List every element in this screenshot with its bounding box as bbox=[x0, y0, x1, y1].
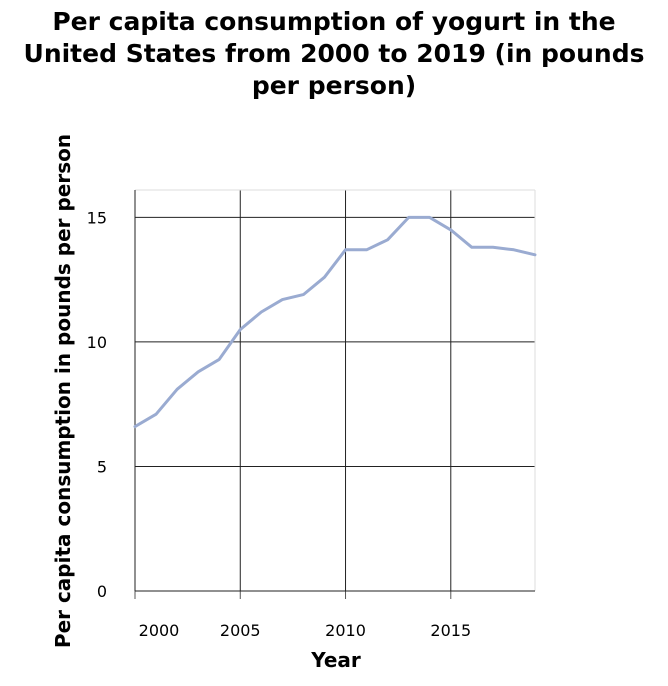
chart-title: Per capita consumption of yogurt in the … bbox=[0, 6, 668, 102]
x-tick-label: 2000 bbox=[139, 621, 180, 640]
series-line bbox=[133, 215, 537, 429]
grid bbox=[135, 190, 535, 591]
x-tick-label: 2010 bbox=[325, 621, 366, 640]
y-tick-label: 10 bbox=[87, 333, 107, 352]
x-tick-label: 2015 bbox=[430, 621, 471, 640]
chart-title-line-1: Per capita consumption of yogurt in the bbox=[52, 7, 616, 36]
x-axis-label: Year bbox=[310, 648, 361, 672]
y-axis-label: Per capita consumption in pounds per per… bbox=[51, 134, 75, 648]
axes bbox=[134, 189, 536, 599]
y-tick-label: 0 bbox=[97, 582, 107, 601]
y-tick-label: 15 bbox=[87, 208, 107, 227]
x-tick-label: 2005 bbox=[220, 621, 261, 640]
tick-labels: 0 5 10 15 2000 2005 2010 2015 bbox=[87, 208, 472, 640]
series-layer bbox=[133, 215, 537, 429]
chart-title-line-2: United States from 2000 to 2019 (in poun… bbox=[23, 39, 645, 68]
chart-title-line-3: per person) bbox=[251, 71, 417, 100]
y-tick-label: 5 bbox=[97, 457, 107, 476]
